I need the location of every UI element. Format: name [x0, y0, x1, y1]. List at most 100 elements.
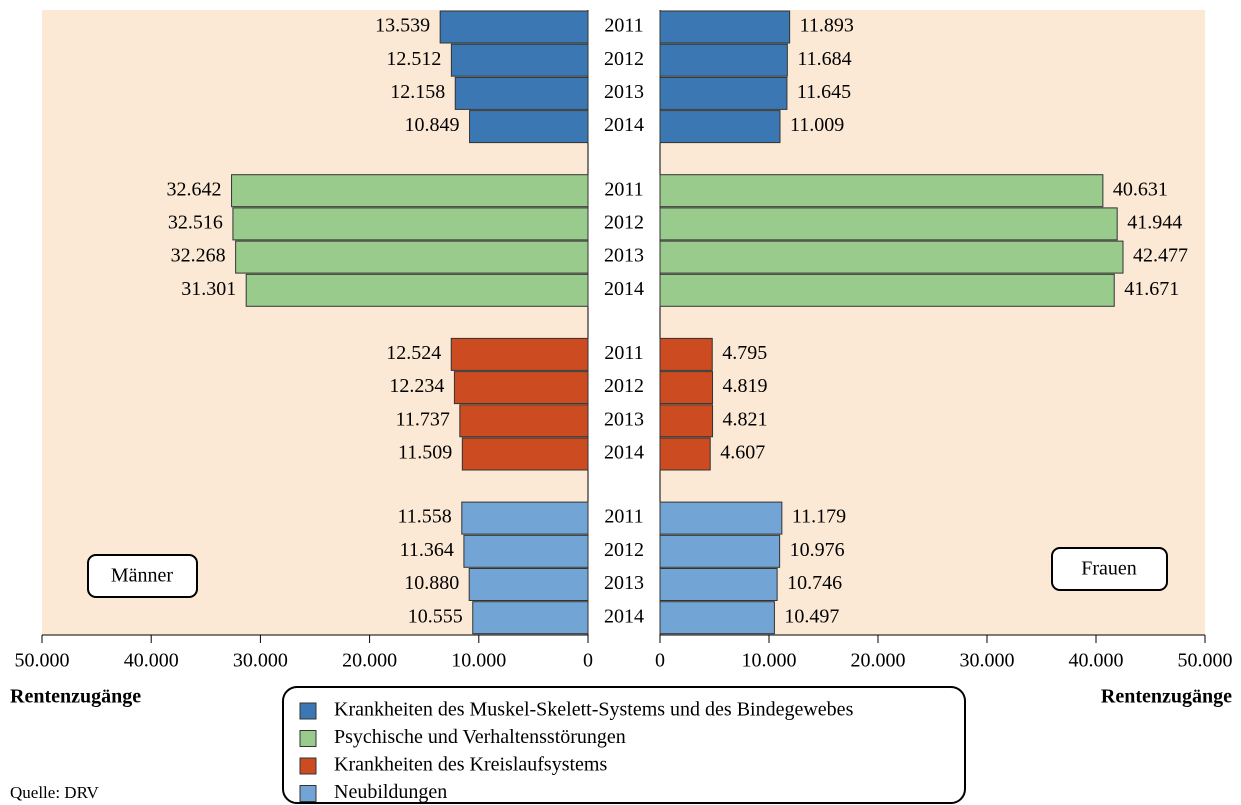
legend-swatch	[299, 730, 317, 747]
x-tick-label: 20.000	[851, 650, 906, 672]
bar-men	[463, 534, 589, 568]
bar-men	[459, 404, 589, 438]
value-label: 11.364	[400, 539, 454, 561]
year-label: 2012	[604, 539, 644, 561]
bar-men	[231, 174, 589, 208]
value-label: 32.268	[171, 245, 226, 267]
year-label: 2012	[604, 211, 644, 233]
value-label: 41.944	[1127, 211, 1182, 233]
year-label: 2012	[604, 48, 644, 70]
x-tick-label: 40.000	[124, 650, 179, 672]
bar-men	[450, 337, 589, 371]
x-tick-label: 10.000	[742, 650, 797, 672]
bar-women	[659, 404, 714, 438]
x-tick-label: 10.000	[451, 650, 506, 672]
bar-women	[659, 337, 713, 371]
x-tick-label: 40.000	[1069, 650, 1124, 672]
year-label: 2013	[604, 81, 644, 103]
value-label: 13.539	[375, 15, 430, 37]
year-label: 2011	[604, 15, 643, 37]
bar-women	[659, 76, 788, 110]
bar-men	[469, 110, 589, 144]
x-tick-label: 20.000	[342, 650, 397, 672]
value-label: 11.509	[398, 442, 452, 464]
bar-men	[450, 43, 589, 77]
x-tick-label: 30.000	[233, 650, 288, 672]
value-label: 12.524	[386, 342, 441, 364]
bar-women	[659, 174, 1104, 208]
legend-swatch	[299, 785, 317, 802]
value-label: 10.746	[787, 572, 842, 594]
legend-label: Psychische und Verhaltensstörungen	[334, 726, 626, 748]
value-label: 32.642	[167, 178, 222, 200]
value-label: 4.819	[723, 375, 768, 397]
value-label: 12.158	[390, 81, 445, 103]
year-label: 2013	[604, 572, 644, 594]
value-label: 11.009	[790, 114, 844, 136]
year-label: 2014	[604, 278, 644, 300]
value-label: 11.737	[396, 408, 450, 430]
x-axis-label-right: Rentenzugänge	[1101, 686, 1232, 708]
legend-label: Krankheiten des Kreislaufsystems	[334, 754, 607, 776]
bar-women	[659, 534, 781, 568]
bar-men	[461, 501, 589, 535]
x-tick-label: 0	[655, 650, 665, 672]
legend-swatch	[299, 757, 317, 775]
bar-men	[245, 273, 589, 307]
center-strip	[588, 10, 660, 635]
legend-label: Krankheiten des Muskel-Skelett-Systems u…	[334, 699, 854, 721]
bar-women	[659, 43, 788, 77]
year-label: 2014	[604, 605, 644, 627]
source: Quelle: DRV	[10, 783, 100, 802]
left-panel-label: Männer	[111, 565, 174, 587]
value-label: 4.607	[720, 442, 765, 464]
x-axis-label-left: Rentenzugänge	[10, 686, 141, 708]
value-label: 10.976	[790, 539, 845, 561]
legend-swatch	[299, 702, 317, 720]
value-label: 12.512	[386, 48, 441, 70]
bar-women	[659, 501, 783, 535]
bar-men	[472, 601, 589, 635]
bar-women	[659, 601, 775, 635]
x-tick-label: 0	[583, 650, 593, 672]
value-label: 32.516	[168, 211, 223, 233]
value-label: 4.795	[722, 342, 767, 364]
value-label: 10.555	[408, 605, 463, 627]
year-label: 2011	[604, 506, 643, 528]
left-panel-box	[87, 554, 198, 598]
x-tick-label: 50.000	[1178, 650, 1233, 672]
right-panel-box	[1051, 547, 1168, 591]
year-label: 2014	[604, 442, 644, 464]
x-tick-label: 50.000	[15, 650, 70, 672]
bar-men	[439, 10, 589, 44]
bar-men	[454, 76, 589, 110]
value-label: 40.631	[1113, 178, 1168, 200]
value-label: 11.645	[797, 81, 851, 103]
year-label: 2012	[604, 375, 644, 397]
value-label: 10.880	[404, 572, 459, 594]
bar-men	[232, 207, 589, 241]
value-label: 12.234	[389, 375, 444, 397]
year-label: 2011	[604, 178, 643, 200]
value-label: 10.849	[405, 114, 460, 136]
value-label: 11.893	[800, 15, 854, 37]
value-label: 10.497	[784, 605, 839, 627]
bar-women	[659, 207, 1118, 241]
value-label: 41.671	[1124, 278, 1179, 300]
year-label: 2013	[604, 408, 644, 430]
x-tick-label: 30.000	[960, 650, 1015, 672]
right-panel-label: Frauen	[1081, 558, 1137, 580]
value-label: 4.821	[723, 408, 768, 430]
legend-box	[282, 686, 966, 804]
bar-men	[461, 437, 589, 471]
bar-women	[659, 371, 714, 405]
bar-women	[659, 10, 791, 44]
year-label: 2014	[604, 114, 644, 136]
bar-women	[659, 437, 711, 471]
value-label: 11.179	[792, 506, 846, 528]
legend-label: Neubildungen	[334, 781, 447, 803]
bar-men	[468, 568, 589, 601]
bar-men	[453, 371, 589, 405]
bar-women	[659, 240, 1124, 274]
